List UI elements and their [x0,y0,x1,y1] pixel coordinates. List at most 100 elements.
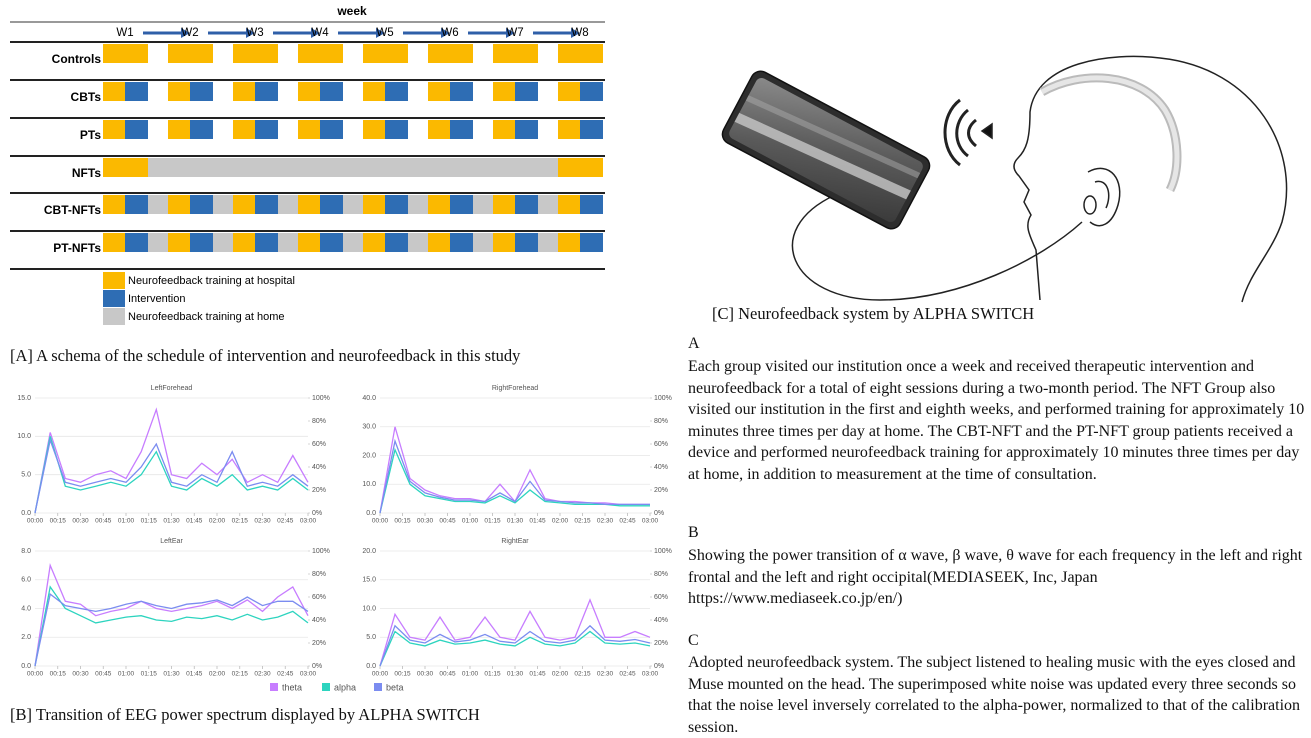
hospital-block [558,233,580,252]
home-block [538,195,558,214]
y2-tick-label: 0% [654,510,664,517]
intervention-block [255,120,278,139]
intervention-block [190,233,213,252]
legend-swatch [270,683,278,691]
note-text: Each group visited our institution once … [688,356,1306,486]
hospital-block [363,195,385,214]
x-tick-label: 01:00 [118,671,135,678]
x-tick-label: 02:15 [574,518,591,525]
y2-tick-label: 80% [312,418,326,425]
hospital-block [168,233,190,252]
hospital-block [168,120,190,139]
eeg-panel: LeftForehead0.05.010.015.00%20%40%60%80%… [17,385,672,693]
week-label: W8 [571,27,588,39]
signal-wave [969,120,977,146]
row-label: Controls [52,52,102,66]
intervention-block [125,233,148,252]
hospital-block [298,82,320,101]
hospital-block [363,233,385,252]
legend-label: alpha [334,682,356,692]
home-block [148,195,168,214]
legend-label: Neurofeedback training at home [128,311,285,323]
y2-tick-label: 100% [312,548,330,555]
y2-tick-label: 20% [654,487,668,494]
hospital-block [103,158,148,177]
signal-wave [957,110,968,156]
legend-swatch [374,683,382,691]
series-line [35,587,308,666]
y-tick-label: 8.0 [21,548,31,555]
x-tick-label: 00:15 [394,518,411,525]
y-tick-label: 0.0 [366,510,376,517]
hospital-block [298,44,343,63]
intervention-block [450,195,473,214]
series-line [380,600,650,666]
x-tick-label: 02:45 [619,518,636,525]
x-tick-label: 02:00 [209,671,226,678]
caption: [A] A schema of the schedule of interven… [10,346,521,365]
home-block [278,195,298,214]
home-block [538,233,558,252]
x-tick-label: 00:15 [394,671,411,678]
hospital-block [168,44,213,63]
x-tick-label: 01:45 [529,671,546,678]
chart-title: RightEar [501,538,529,545]
hospital-block [493,120,515,139]
intervention-block [320,233,343,252]
week-label: W2 [181,27,198,39]
row-label: NFTs [72,166,101,180]
x-tick-label: 02:30 [597,671,614,678]
intervention-block [580,120,603,139]
hospital-block [558,120,580,139]
intervention-block [190,82,213,101]
x-tick-label: 02:15 [232,671,249,678]
intervention-block [450,120,473,139]
y2-tick-label: 0% [654,663,664,670]
intervention-block [320,120,343,139]
x-tick-label: 02:00 [209,518,226,525]
y2-tick-label: 60% [654,594,668,601]
x-tick-label: 00:45 [95,518,112,525]
hospital-block [493,195,515,214]
x-tick-label: 01:15 [141,518,158,525]
x-tick-label: 00:00 [27,671,44,678]
x-tick-label: 03:00 [642,518,659,525]
x-tick-label: 02:45 [619,671,636,678]
week-label: W7 [506,27,523,39]
hospital-block [103,120,125,139]
x-tick-label: 01:15 [484,671,501,678]
y-tick-label: 10.0 [362,481,376,488]
y2-tick-label: 40% [654,464,668,471]
y-tick-label: 20.0 [362,452,376,459]
y2-tick-label: 0% [312,663,322,670]
earbud [1084,196,1096,214]
x-tick-label: 02:30 [254,518,271,525]
intervention-block [450,82,473,101]
device-illustration [719,56,1287,302]
intervention-block [320,195,343,214]
hospital-block [298,195,320,214]
x-tick-label: 00:45 [439,671,456,678]
intervention-block [515,120,538,139]
hospital-block [168,82,190,101]
intervention-block [125,120,148,139]
note-text: Showing the power transition of α wave, … [688,545,1306,610]
signal-source [982,124,992,138]
phone [719,68,933,233]
intervention-block [450,233,473,252]
y2-tick-label: 0% [312,510,322,517]
row-label: PTs [80,128,101,142]
x-tick-label: 01:00 [462,518,479,525]
x-tick-label: 00:30 [417,518,434,525]
hospital-block [233,44,278,63]
home-block [408,195,428,214]
x-tick-label: 00:45 [95,671,112,678]
hospital-block [493,82,515,101]
y-tick-label: 0.0 [366,663,376,670]
ear [1095,181,1109,208]
hospital-block [558,195,580,214]
y2-tick-label: 60% [312,594,326,601]
hospital-block [363,120,385,139]
home-block [473,195,493,214]
hospital-block [558,158,603,177]
